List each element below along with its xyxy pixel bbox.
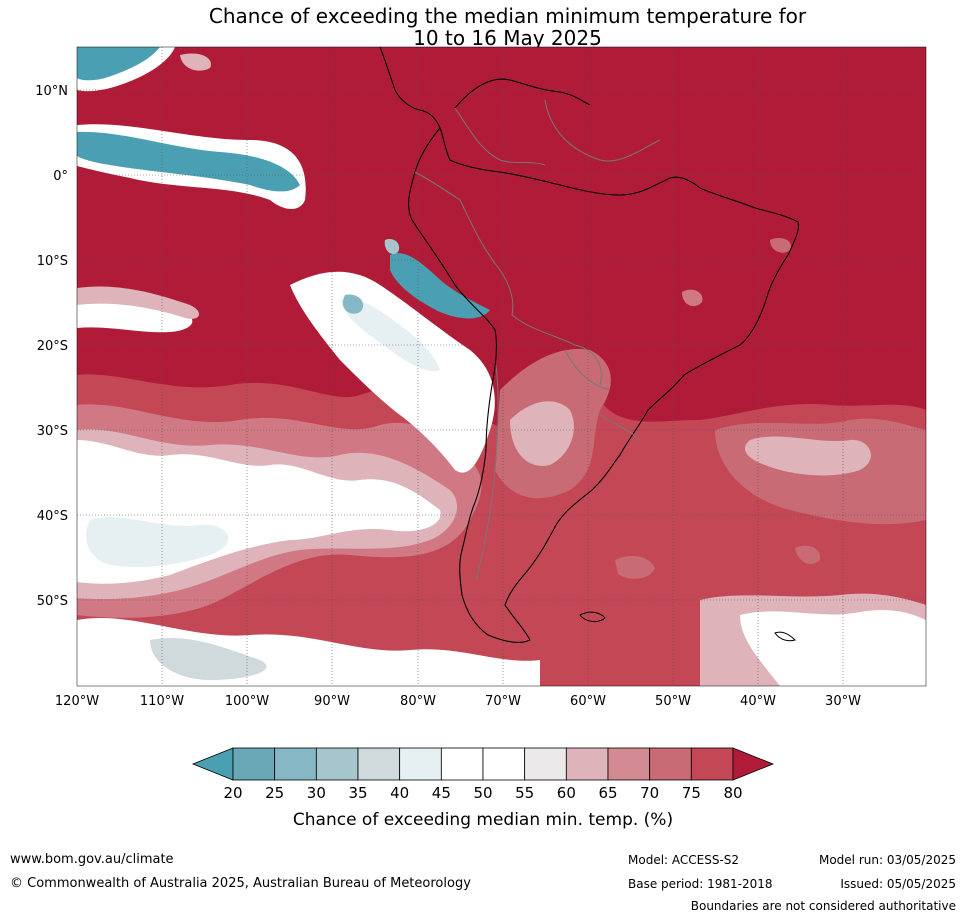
border-colombia-venezuela: [454, 107, 546, 166]
lat-label-50s: 50°S: [37, 594, 68, 609]
lon-label-80w: 80°W: [400, 694, 436, 709]
border-chile-argentina: [475, 364, 499, 581]
colorbar-tick-label: 55: [515, 784, 534, 802]
lon-label-40w: 40°W: [740, 694, 776, 709]
lon-label-50w: 50°W: [655, 694, 691, 709]
colorbar-segment: [565, 747, 609, 781]
colorbar-segment: [357, 747, 401, 781]
colorbar-tick-label: 40: [390, 784, 409, 802]
footer-issued: Issued: 05/05/2025: [840, 877, 956, 891]
region-low1-pacific: [340, 299, 440, 372]
colorbar-segment: [524, 747, 567, 781]
map-plot-area: [77, 47, 926, 686]
colorbar-tick-label: 65: [598, 784, 617, 802]
country-borders: [414, 99, 661, 581]
island-falklands: [579, 611, 606, 623]
region-low-high-west-band: [77, 286, 200, 319]
colorbar-tick-label: 60: [557, 784, 576, 802]
colorbar-segment: [440, 747, 484, 781]
islands: [579, 611, 796, 642]
colorbar: 20 25 30 35 40 45 50 55 60 65 70 75 80 Chance of exc…: [191, 747, 775, 830]
latitude-labels: 10°N 0° 10°S 20°S 30°S 40°S 50°S: [35, 84, 68, 609]
lat-label-20s: 20°S: [37, 339, 68, 354]
border-peru-brazil: [459, 199, 514, 316]
region-low2-far-south: [150, 638, 267, 680]
lon-label-60w: 60°W: [570, 694, 606, 709]
region-lowest-equatorial: [77, 131, 300, 192]
footer-model-run: Model run: 03/05/2025: [818, 853, 956, 867]
region-low-high-northwest-patch: [180, 53, 211, 71]
region-low4-pacific: [342, 294, 364, 314]
lon-label-110w: 110°W: [140, 694, 184, 709]
border-guianas: [544, 99, 661, 162]
region-moderate-brazil-patch2: [770, 238, 791, 253]
colorbar-tick-label: 20: [223, 784, 242, 802]
coastlines: [379, 46, 799, 644]
lon-label-100w: 100°W: [225, 694, 269, 709]
border-bolivia: [511, 314, 602, 386]
colorbar-segment: [690, 747, 734, 781]
coastline-central-america: [379, 46, 441, 129]
border-uruguay: [599, 414, 641, 441]
colorbar-tick-label: 35: [348, 784, 367, 802]
chart-title-line1: Chance of exceeding the median minimum t…: [208, 4, 807, 28]
colorbar-segment: [482, 747, 526, 781]
region-low-high-east-atlantic: [745, 436, 871, 476]
colorbar-segment: [607, 747, 651, 781]
region-neutral-southeast: [740, 610, 926, 686]
colorbar-ticks: 20 25 30 35 40 45 50 55 60 65 70 75 80: [223, 784, 742, 802]
footer-base-period: Base period: 1981-2018: [628, 877, 773, 891]
colorbar-arrow-high: [732, 747, 775, 781]
region-moderate-brazil-patch: [682, 289, 703, 307]
colorbar-segment: [232, 747, 276, 781]
colorbar-tick-label: 80: [723, 784, 742, 802]
footer-copyright: © Commonwealth of Australia 2025, Austra…: [10, 876, 471, 891]
colorbar-tick-label: 25: [265, 784, 284, 802]
colorbar-segment: [649, 747, 692, 781]
border-ecuador-peru: [414, 171, 461, 201]
lat-label-10n: 10°N: [35, 84, 68, 99]
colorbar-arrow-low: [191, 747, 234, 781]
lat-label-40s: 40°S: [37, 509, 68, 524]
lon-label-90w: 90°W: [314, 694, 350, 709]
colorbar-tick-label: 50: [473, 784, 492, 802]
lat-label-0: 0°: [53, 169, 68, 184]
region-lowest-northwest: [77, 47, 160, 81]
map-frame: [76, 46, 927, 687]
colorbar-segment: [315, 747, 359, 781]
region-lowest-peru-coast: [390, 253, 490, 319]
region-moderate-atlantic-patch: [615, 555, 655, 579]
region-low4-peru-coast: [384, 239, 400, 255]
coastline-south-america: [408, 127, 799, 644]
region-low1-southwest: [86, 517, 229, 567]
lon-label-120w: 120°W: [55, 694, 99, 709]
longitude-labels: 120°W 110°W 100°W 90°W 80°W 70°W 60°W 50…: [55, 694, 861, 709]
colorbar-segment: [399, 747, 442, 781]
footer-model: Model: ACCESS-S2: [628, 853, 740, 867]
lat-label-10s: 10°S: [37, 254, 68, 269]
island-south-georgia: [774, 631, 796, 642]
colorbar-segment: [274, 747, 317, 781]
footer-url[interactable]: www.bom.gov.au/climate: [10, 852, 174, 867]
border-paraguay: [564, 349, 611, 391]
colorbar-tick-label: 45: [432, 784, 451, 802]
lon-label-30w: 30°W: [825, 694, 861, 709]
lat-label-30s: 30°S: [37, 424, 68, 439]
colorbar-tick-label: 70: [640, 784, 659, 802]
footer-disclaimer: Boundaries are not considered authoritat…: [690, 899, 956, 913]
region-moderate-atlantic-patch2: [795, 545, 821, 564]
colorbar-tick-label: 75: [682, 784, 701, 802]
colorbar-label: Chance of exceeding median min. temp. (%…: [293, 810, 673, 830]
region-low-high-argentina: [510, 401, 574, 466]
lon-label-70w: 70°W: [485, 694, 521, 709]
colorbar-segments: [191, 747, 775, 781]
map-gridlines: [77, 47, 926, 686]
coastline-caribbean: [454, 78, 591, 109]
colorbar-tick-label: 30: [307, 784, 326, 802]
chart-title-line2: 10 to 16 May 2025: [413, 26, 602, 50]
region-neutral-pacific: [290, 271, 495, 473]
